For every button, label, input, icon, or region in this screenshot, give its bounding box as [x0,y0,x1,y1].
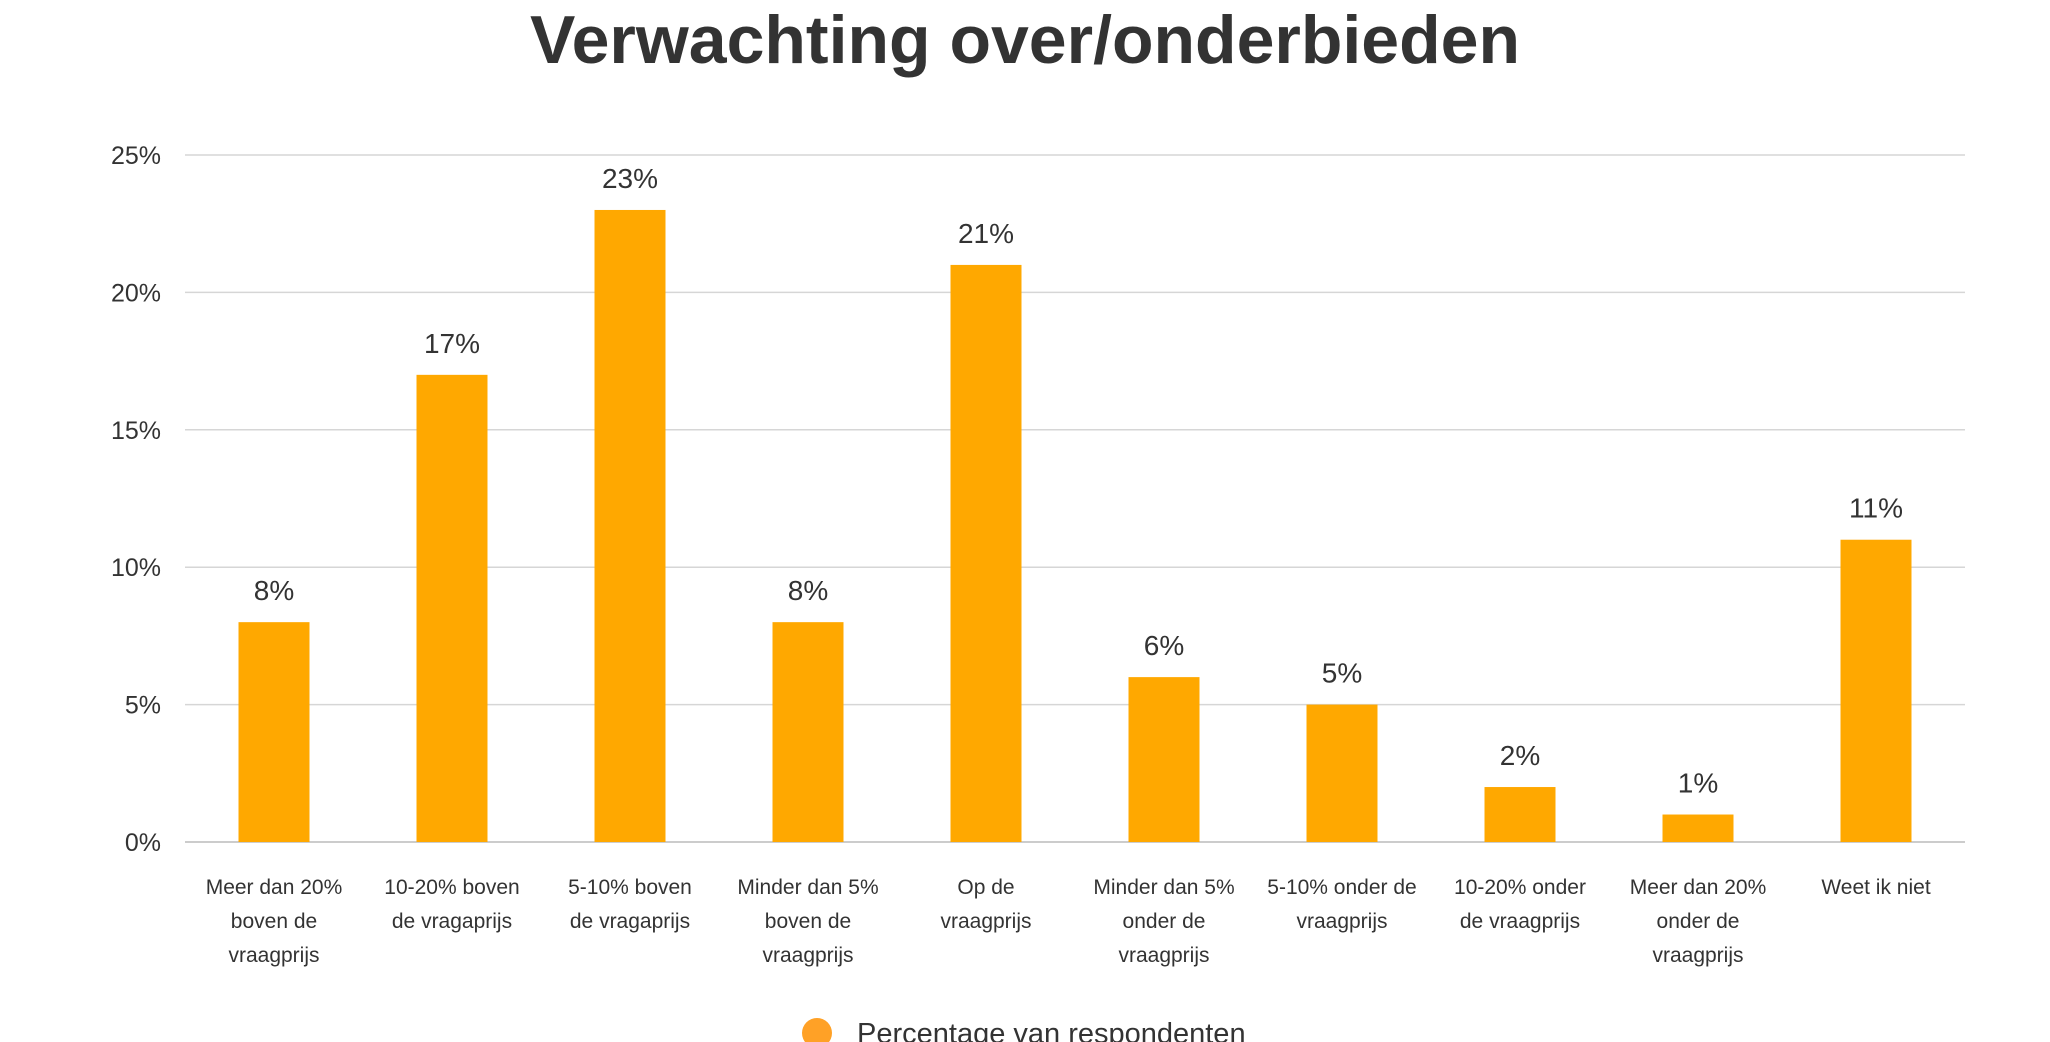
bar[interactable] [238,622,310,842]
x-tick-label: Weet ik niet [1821,876,1930,899]
data-labels: 8% 17% 23% 8% 21% 6% 5% 2% 1% 11% [254,163,1903,799]
bar[interactable] [950,264,1022,842]
x-tick-label: 10-20% boven de vragaprijs [384,876,519,933]
legend-marker-icon [802,1018,832,1042]
legend-label: Percentage van respondenten [857,1018,1246,1042]
legend[interactable]: Percentage van respondenten [802,1018,1246,1042]
y-tick-label: 5% [125,692,161,720]
data-label: 1% [1678,768,1718,799]
y-tick-label: 15% [111,417,161,445]
bar[interactable] [1840,539,1912,842]
x-tick-label: 10-20% onder de vraagprijs [1454,876,1586,933]
bar[interactable] [1306,704,1378,842]
y-tick-label: 25% [111,142,161,170]
data-label: 2% [1500,740,1540,771]
bar[interactable] [594,209,666,842]
y-tick-label: 20% [111,279,161,307]
bar[interactable] [772,622,844,842]
y-tick-label: 10% [111,554,161,582]
data-label: 8% [788,575,828,606]
bar[interactable] [1662,814,1734,842]
y-tick-label: 0% [125,829,161,857]
bars [238,209,1912,842]
x-tick-label: Meer dan 20% onder de vraagprijs [1630,876,1767,967]
data-label: 17% [424,328,480,359]
data-label: 8% [254,575,294,606]
x-axis-ticks: Meer dan 20% boven de vraagprijs 10-20% bov… [206,876,1931,967]
x-tick-label: Meer dan 20% boven de vraagprijs [206,876,343,967]
x-tick-label: 5-10% boven de vragaprijs [568,876,692,933]
bar[interactable] [1484,787,1556,842]
x-tick-label: Minder dan 5% boven de vraagprijs [737,876,878,967]
data-label: 23% [602,163,658,194]
data-label: 6% [1144,630,1184,661]
y-axis-ticks: 0% 5% 10% 15% 20% 25% [111,142,161,857]
data-label: 21% [958,218,1014,249]
bar[interactable] [416,374,488,842]
x-tick-label: Minder dan 5% onder de vraagprijs [1093,876,1234,967]
bar[interactable] [1128,677,1200,842]
x-tick-label: 5-10% onder de vraagprijs [1267,876,1416,933]
chart-title: Verwachting over/onderbieden [530,2,1520,78]
data-label: 5% [1322,658,1362,689]
data-label: 11% [1849,493,1903,524]
x-tick-label: Op de vraagprijs [940,876,1031,933]
